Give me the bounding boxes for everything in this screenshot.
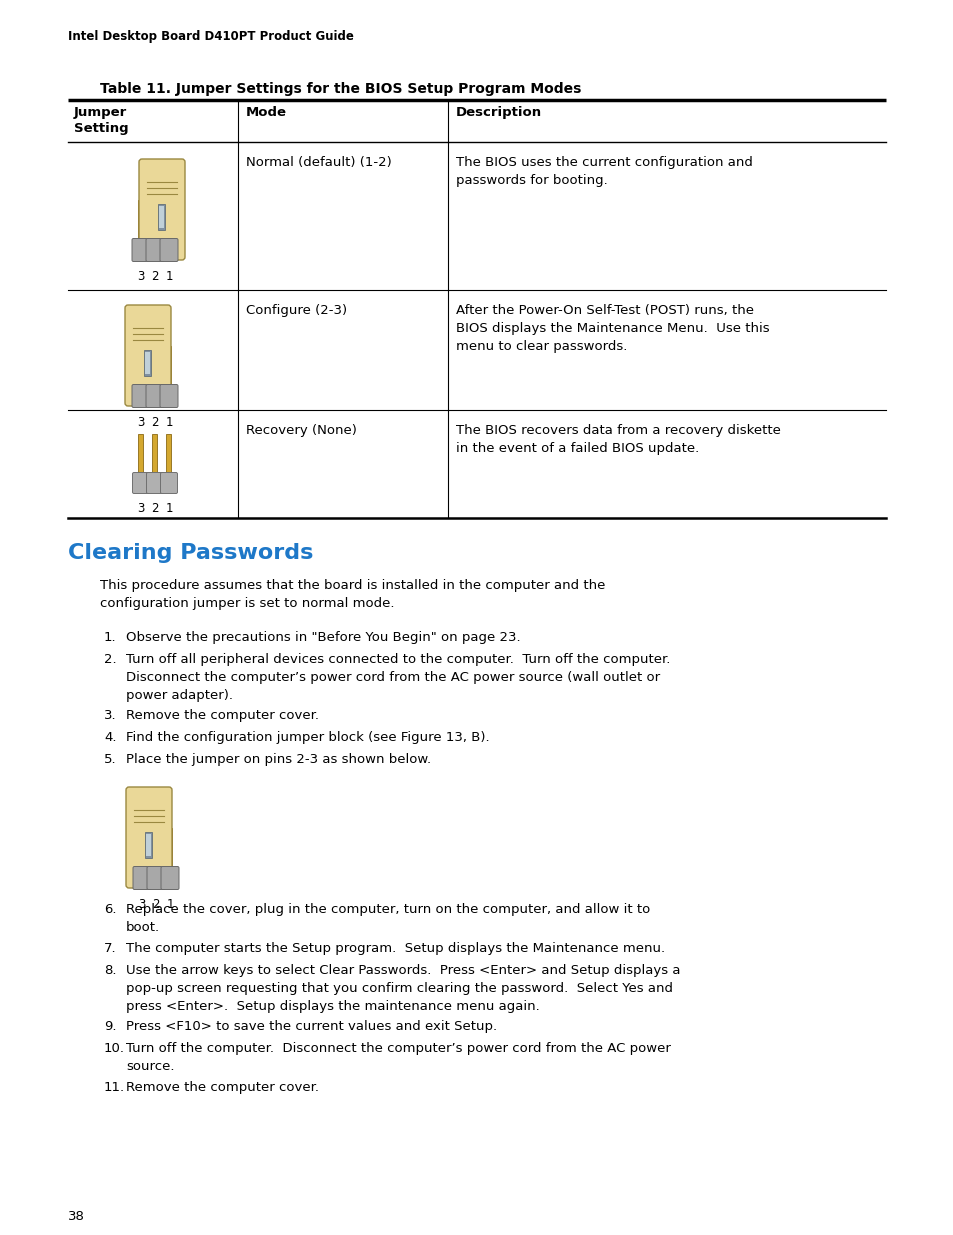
FancyBboxPatch shape (125, 305, 171, 406)
Bar (139, 792, 144, 881)
Text: The BIOS recovers data from a recovery diskette
in the event of a failed BIOS up: The BIOS recovers data from a recovery d… (456, 424, 781, 454)
FancyBboxPatch shape (126, 787, 172, 888)
Text: 9.: 9. (104, 1020, 116, 1032)
Text: Normal (default) (1-2): Normal (default) (1-2) (246, 156, 392, 169)
Text: 10.: 10. (104, 1042, 125, 1055)
Text: Recovery (None): Recovery (None) (246, 424, 356, 437)
Bar (147, 834, 152, 856)
Text: Configure (2-3): Configure (2-3) (246, 304, 347, 317)
FancyBboxPatch shape (132, 238, 150, 262)
FancyBboxPatch shape (160, 384, 178, 408)
Bar (167, 433, 172, 484)
Text: 3.: 3. (104, 709, 116, 722)
Text: 7.: 7. (104, 942, 116, 955)
FancyBboxPatch shape (160, 238, 178, 262)
Text: Remove the computer cover.: Remove the computer cover. (126, 709, 318, 722)
Text: Remove the computer cover.: Remove the computer cover. (126, 1081, 318, 1094)
Bar (144, 350, 152, 375)
Text: Clearing Passwords: Clearing Passwords (68, 543, 313, 563)
Text: 11.: 11. (104, 1081, 125, 1094)
Text: Observe the precautions in "Before You Begin" on page 23.: Observe the precautions in "Before You B… (126, 631, 520, 643)
FancyBboxPatch shape (132, 473, 150, 494)
Text: 3: 3 (137, 270, 145, 283)
Text: 6.: 6. (104, 903, 116, 916)
Text: Press <F10> to save the current values and exit Setup.: Press <F10> to save the current values a… (126, 1020, 497, 1032)
Text: The BIOS uses the current configuration and
passwords for booting.: The BIOS uses the current configuration … (456, 156, 752, 186)
Text: Description: Description (456, 106, 541, 119)
Bar (152, 164, 157, 252)
Bar (152, 310, 157, 398)
Text: 3: 3 (138, 898, 146, 911)
Bar (138, 433, 143, 484)
Text: 1: 1 (166, 898, 173, 911)
Bar (146, 832, 152, 858)
Bar (138, 310, 143, 398)
Bar (167, 346, 172, 403)
Text: After the Power-On Self-Test (POST) runs, the
BIOS displays the Maintenance Menu: After the Power-On Self-Test (POST) runs… (456, 304, 769, 353)
Text: 2: 2 (152, 898, 159, 911)
Text: Turn off all peripheral devices connected to the computer.  Turn off the compute: Turn off all peripheral devices connecte… (126, 653, 670, 701)
Text: 1: 1 (165, 416, 172, 429)
FancyBboxPatch shape (147, 867, 165, 889)
Text: 8.: 8. (104, 965, 116, 977)
FancyBboxPatch shape (147, 473, 163, 494)
Bar (168, 827, 172, 885)
Text: Table 11. Jumper Settings for the BIOS Setup Program Modes: Table 11. Jumper Settings for the BIOS S… (100, 82, 580, 96)
Text: Turn off the computer.  Disconnect the computer’s power cord from the AC power
s: Turn off the computer. Disconnect the co… (126, 1042, 670, 1073)
FancyBboxPatch shape (132, 867, 151, 889)
Text: Use the arrow keys to select Clear Passwords.  Press <Enter> and Setup displays : Use the arrow keys to select Clear Passw… (126, 965, 679, 1013)
Text: 2: 2 (152, 270, 158, 283)
Text: 2: 2 (152, 416, 158, 429)
Text: This procedure assumes that the board is installed in the computer and the
confi: This procedure assumes that the board is… (100, 579, 605, 610)
Text: 2.: 2. (104, 653, 116, 666)
Text: 1: 1 (165, 270, 172, 283)
Text: Replace the cover, plug in the computer, turn on the computer, and allow it to
b: Replace the cover, plug in the computer,… (126, 903, 650, 934)
Text: Mode: Mode (246, 106, 287, 119)
Bar (152, 433, 157, 484)
Text: Intel Desktop Board D410PT Product Guide: Intel Desktop Board D410PT Product Guide (68, 30, 354, 43)
Text: Place the jumper on pins 2-3 as shown below.: Place the jumper on pins 2-3 as shown be… (126, 753, 431, 766)
Bar (158, 204, 165, 230)
Text: 3: 3 (137, 416, 145, 429)
Bar (138, 200, 143, 257)
Text: 4.: 4. (104, 731, 116, 743)
FancyBboxPatch shape (146, 384, 164, 408)
Bar (146, 352, 151, 374)
Text: 38: 38 (68, 1210, 85, 1223)
Text: 1: 1 (165, 501, 172, 515)
FancyBboxPatch shape (132, 384, 150, 408)
Text: Find the configuration jumper block (see Figure 13, B).: Find the configuration jumper block (see… (126, 731, 489, 743)
FancyBboxPatch shape (160, 473, 177, 494)
Bar (153, 792, 158, 881)
Text: The computer starts the Setup program.  Setup displays the Maintenance menu.: The computer starts the Setup program. S… (126, 942, 664, 955)
Text: 2: 2 (152, 501, 158, 515)
Text: 3: 3 (137, 501, 145, 515)
FancyBboxPatch shape (139, 159, 185, 261)
FancyBboxPatch shape (146, 238, 164, 262)
FancyBboxPatch shape (161, 867, 179, 889)
Text: Jumper
Setting: Jumper Setting (74, 106, 129, 135)
Bar (167, 164, 172, 252)
Bar (159, 206, 164, 228)
Text: 5.: 5. (104, 753, 116, 766)
Text: 1.: 1. (104, 631, 116, 643)
